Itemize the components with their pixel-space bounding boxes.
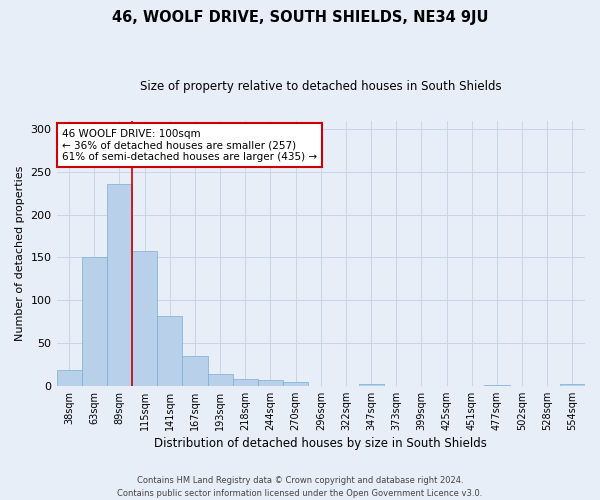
Y-axis label: Number of detached properties: Number of detached properties — [15, 166, 25, 341]
Bar — [82, 256, 107, 386]
Bar — [233, 379, 258, 386]
Bar — [258, 380, 283, 386]
Bar — [283, 382, 308, 386]
X-axis label: Distribution of detached houses by size in South Shields: Distribution of detached houses by size … — [154, 437, 487, 450]
Bar — [157, 316, 182, 386]
Bar — [107, 184, 132, 386]
Bar — [359, 384, 383, 386]
Bar — [182, 356, 208, 386]
Title: Size of property relative to detached houses in South Shields: Size of property relative to detached ho… — [140, 80, 502, 93]
Text: 46, WOOLF DRIVE, SOUTH SHIELDS, NE34 9JU: 46, WOOLF DRIVE, SOUTH SHIELDS, NE34 9JU — [112, 10, 488, 25]
Bar — [560, 384, 585, 386]
Bar — [208, 374, 233, 386]
Bar — [132, 250, 157, 386]
Text: 46 WOOLF DRIVE: 100sqm
← 36% of detached houses are smaller (257)
61% of semi-de: 46 WOOLF DRIVE: 100sqm ← 36% of detached… — [62, 128, 317, 162]
Text: Contains HM Land Registry data © Crown copyright and database right 2024.
Contai: Contains HM Land Registry data © Crown c… — [118, 476, 482, 498]
Bar — [56, 370, 82, 386]
Bar — [484, 385, 509, 386]
